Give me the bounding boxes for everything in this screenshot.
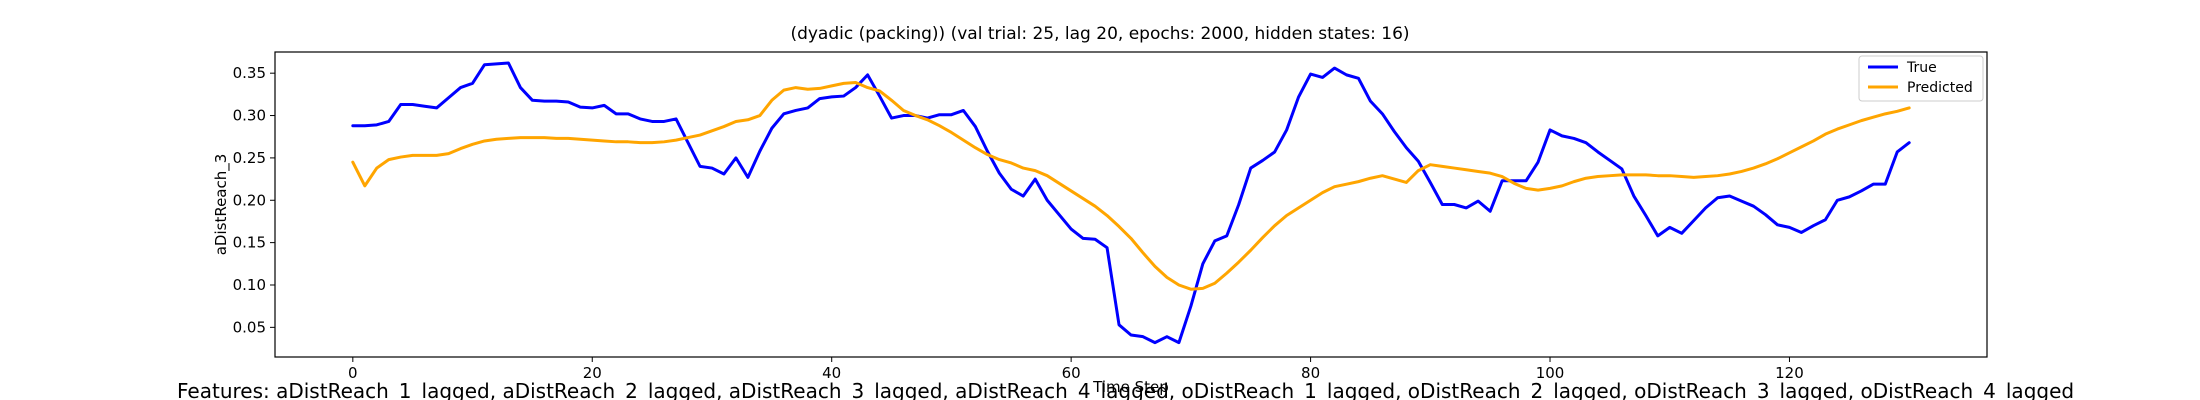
x-axis-title: Time Step <box>1092 378 1169 396</box>
y-tick-label: 0.05 <box>233 318 266 336</box>
x-tick-label: 100 <box>1536 364 1565 382</box>
y-tick-label: 0.35 <box>233 64 266 82</box>
series-line-true <box>351 61 1911 345</box>
plot-frame <box>274 51 1988 358</box>
chart-title: (dyadic (packing)) (val trial: 25, lag 2… <box>790 24 1409 44</box>
legend-label-predicted: Predicted <box>1907 80 1973 96</box>
y-tick-label: 0.25 <box>233 149 266 167</box>
x-tick-label: 40 <box>822 364 841 382</box>
y-tick-label: 0.15 <box>233 234 266 252</box>
y-tick-label: 0.20 <box>233 191 266 209</box>
features-caption: Features: aDistReach_1_lagged, aDistReac… <box>177 379 2074 400</box>
legend: True Predicted <box>1858 55 1984 102</box>
legend-label-true: True <box>1906 60 1937 76</box>
x-axis: 0 20 40 60 80 100 120 <box>348 357 1804 382</box>
x-tick-label: 120 <box>1775 364 1804 382</box>
series-line-predicted <box>351 81 1911 291</box>
x-tick-label: 80 <box>1301 364 1320 382</box>
y-tick-label: 0.30 <box>233 107 266 125</box>
x-tick-label: 60 <box>1062 364 1081 382</box>
series-layer <box>351 61 1911 345</box>
x-tick-label: 0 <box>348 364 358 382</box>
y-tick-label: 0.10 <box>233 276 266 294</box>
y-axis: 0.05 0.10 0.15 0.20 0.25 0.30 0.35 <box>233 64 275 336</box>
y-axis-title: aDistReach_3 <box>212 154 231 256</box>
x-tick-label: 20 <box>583 364 602 382</box>
